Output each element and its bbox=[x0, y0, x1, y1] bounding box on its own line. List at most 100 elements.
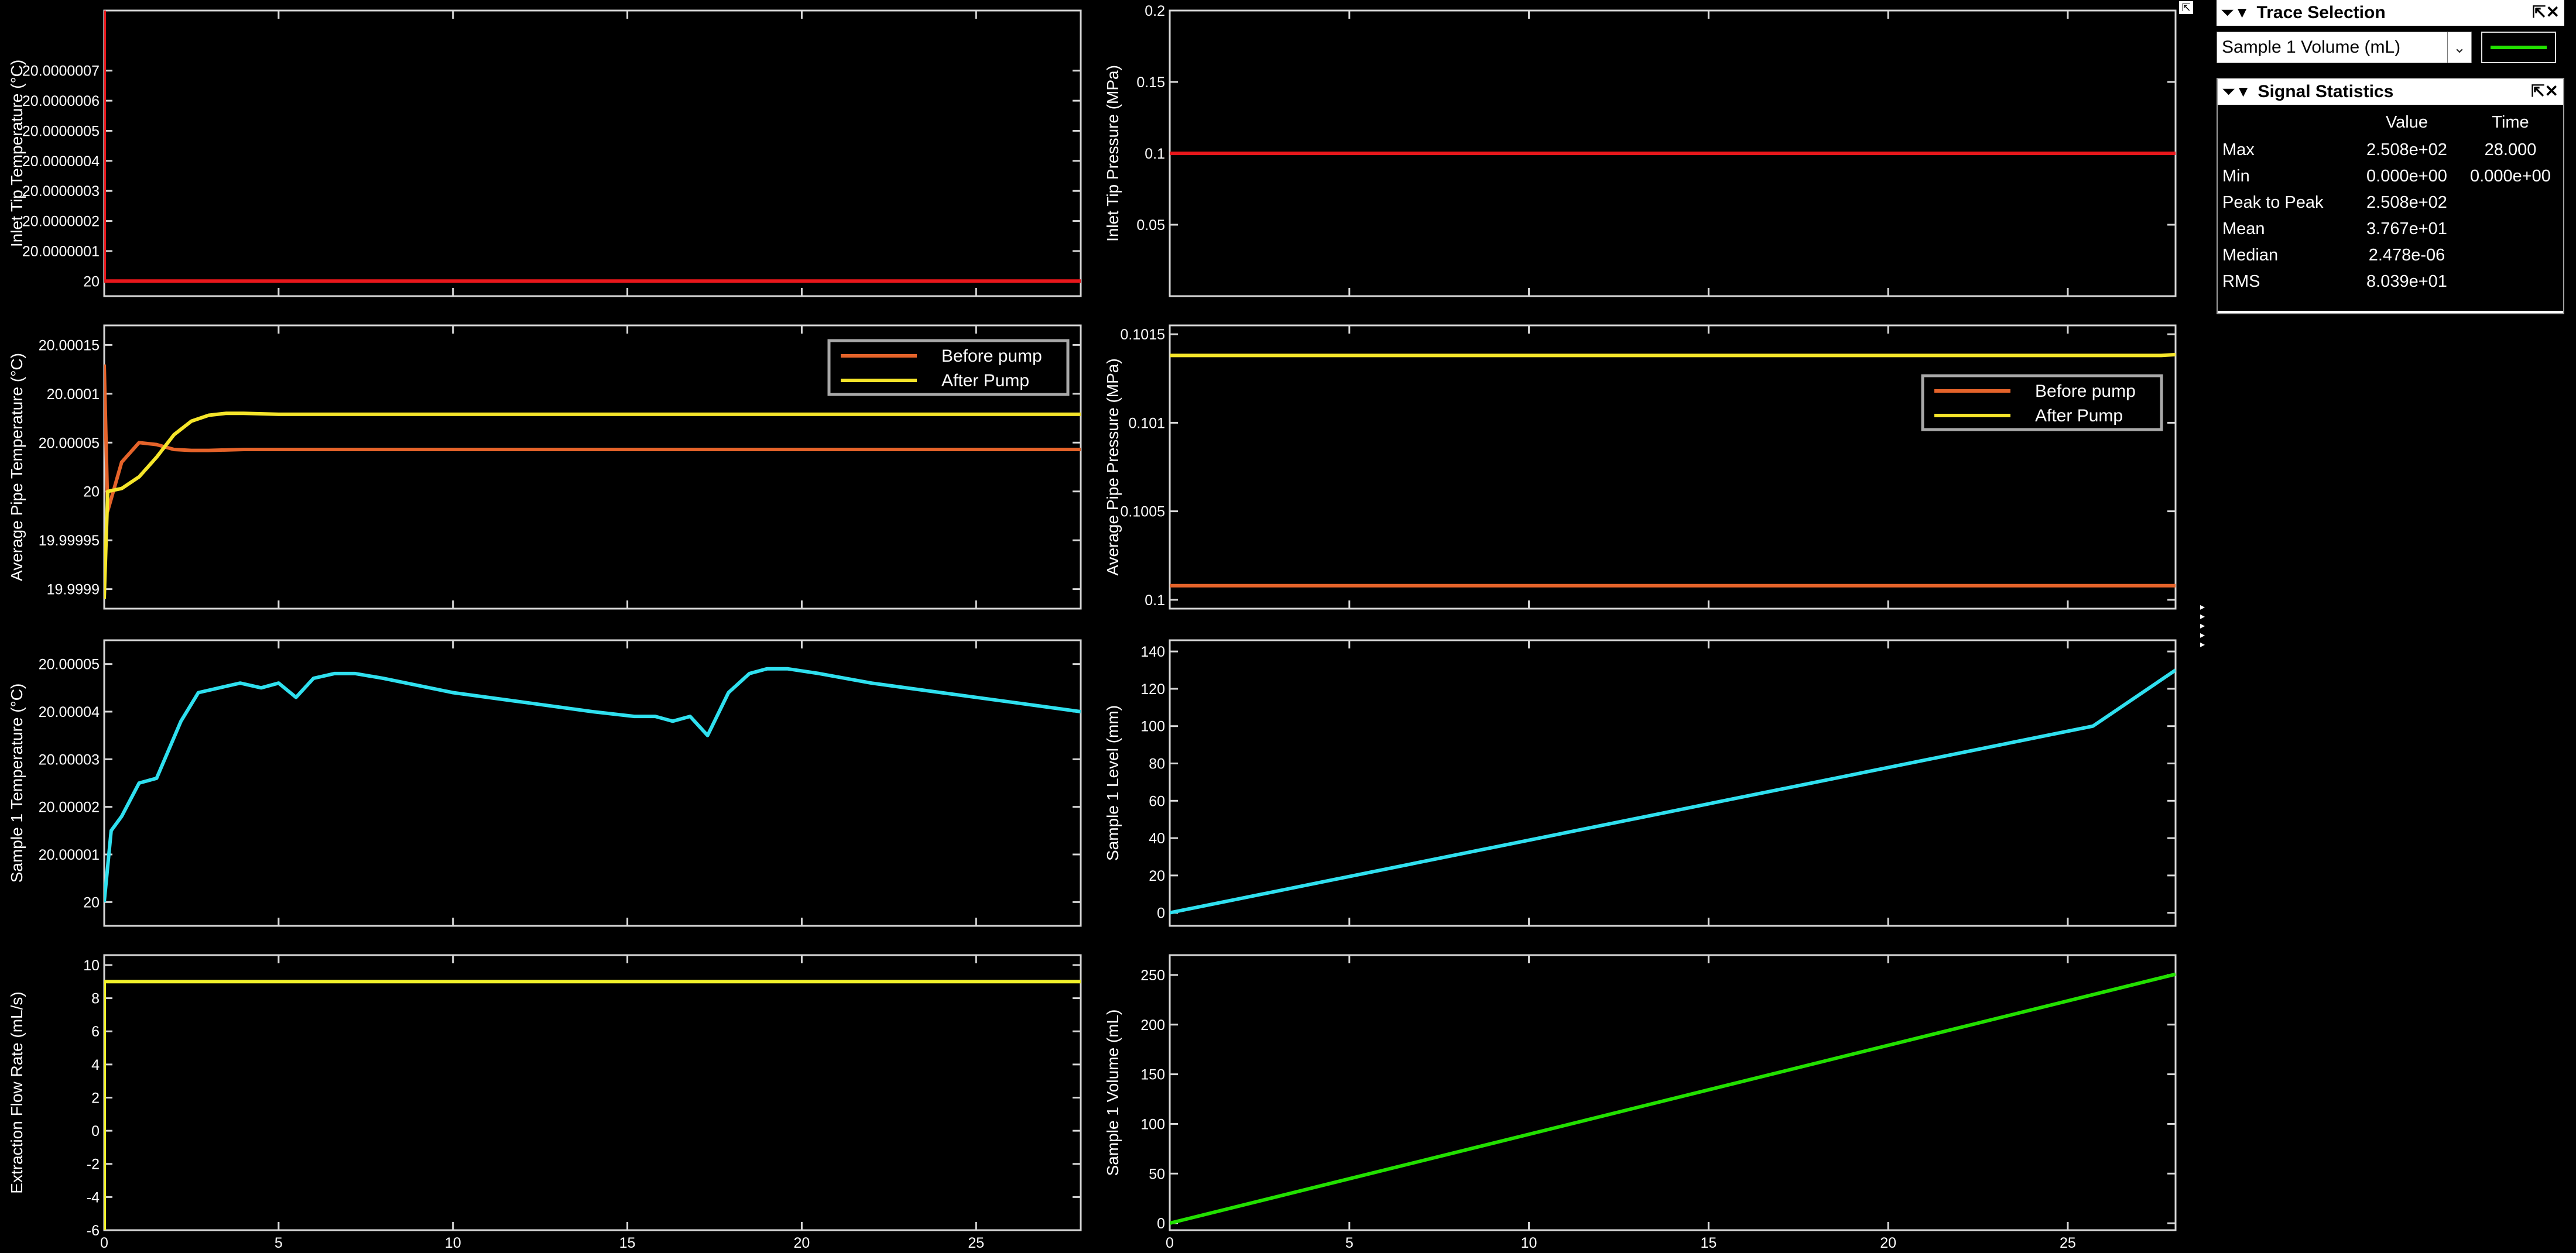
series-line-0 bbox=[104, 364, 1081, 513]
chart-right-1: 0.05 0.1 0.15 0.2 Inlet Tip Pressure (MPa) bbox=[1104, 3, 2177, 297]
table-row: Max 2.508e+02 28.000 bbox=[2222, 137, 2558, 163]
y-tick-label: 0 bbox=[91, 1123, 100, 1139]
y-axis-label: Average Pipe Pressure (MPa) bbox=[1104, 358, 1122, 575]
plot-frame bbox=[103, 639, 1082, 927]
y-tick-label: 100 bbox=[1140, 719, 1165, 735]
y-tick-label: 0.1 bbox=[1145, 146, 1165, 162]
trace-selection-panel: ⏷▼ Trace Selection ⇱✕ Sample 1 Volume (m… bbox=[2217, 0, 2564, 69]
y-tick-label: 20.0000007 bbox=[22, 63, 100, 80]
column-header: Time bbox=[2492, 113, 2529, 132]
y-tick-label: 200 bbox=[1140, 1017, 1165, 1034]
y-tick-label: 0.1015 bbox=[1121, 327, 1165, 343]
table-row: Min 0.000e+00 0.000e+00 bbox=[2222, 163, 2558, 190]
y-tick-label: 20.00001 bbox=[39, 847, 100, 863]
table-row: Mean 3.767e+01 bbox=[2222, 216, 2558, 242]
y-tick-label: 20 bbox=[1149, 868, 1165, 884]
column-header bbox=[2222, 109, 2351, 137]
stat-label: RMS bbox=[2222, 272, 2260, 291]
stat-label: Mean bbox=[2222, 219, 2265, 238]
y-tick-label: 20.00002 bbox=[39, 799, 100, 816]
series-line-1 bbox=[104, 411, 1081, 599]
y-tick-label: 250 bbox=[1140, 967, 1165, 984]
stat-value: 3.767e+01 bbox=[2366, 219, 2447, 238]
plot-frame bbox=[1169, 324, 2177, 610]
chart-right-4: 0 50 100 150 200 250 0 5 10 15 20 25 Sample 1 Volume… bbox=[1104, 954, 2177, 1251]
series-line-1 bbox=[1170, 352, 2176, 358]
y-tick-label: 20.00005 bbox=[39, 435, 100, 451]
trace-color-line bbox=[2491, 46, 2547, 49]
panel-menu-icon[interactable]: ⏷▼ bbox=[2222, 83, 2252, 100]
series-line-0 bbox=[1170, 668, 2176, 915]
x-tick-label: 25 bbox=[968, 1235, 984, 1251]
legend-entry: Before pump bbox=[941, 346, 1042, 366]
x-tick-label: 15 bbox=[619, 1235, 636, 1251]
y-tick-label: 50 bbox=[1149, 1166, 1165, 1182]
y-tick-label: 20.00005 bbox=[39, 657, 100, 673]
trace-select-dropdown[interactable]: Sample 1 Volume (mL) ⌄ bbox=[2217, 32, 2472, 63]
x-tick-label: 15 bbox=[1700, 1235, 1717, 1251]
stat-time bbox=[2462, 269, 2558, 295]
chart-left-1: 20 20.0000001 20.0000002 20.0000003 20.00000… bbox=[8, 9, 1082, 297]
y-tick-label: 20.0000003 bbox=[22, 183, 100, 200]
legend: Before pump After Pump bbox=[1921, 374, 2163, 431]
stat-label: Median bbox=[2222, 246, 2279, 265]
table-row: RMS 8.039e+01 bbox=[2222, 269, 2558, 295]
panel-menu-icon[interactable]: ⏷▼ bbox=[2221, 4, 2251, 21]
signal-statistics-title: Signal Statistics bbox=[2258, 82, 2394, 101]
plot-frame bbox=[103, 9, 1082, 297]
stat-value: 2.508e+02 bbox=[2366, 193, 2447, 212]
y-tick-label: 0.101 bbox=[1128, 415, 1165, 431]
side-collapse-arrows[interactable]: ▸ ▸ ▸ ▸ ▸ bbox=[2200, 602, 2205, 650]
panel-window-controls[interactable]: ⇱✕ bbox=[2531, 82, 2558, 100]
x-tick-label: 0 bbox=[100, 1235, 108, 1251]
stat-label: Peak to Peak bbox=[2222, 193, 2324, 212]
table-row: Peak to Peak 2.508e+02 bbox=[2222, 190, 2558, 216]
y-tick-label: 20.0001 bbox=[47, 386, 100, 403]
y-tick-label: 0.1 bbox=[1145, 592, 1165, 609]
y-tick-label: 20.0000001 bbox=[22, 243, 100, 260]
y-tick-label: 6 bbox=[91, 1024, 100, 1040]
y-tick-label: 140 bbox=[1140, 644, 1165, 660]
stat-time: 0.000e+00 bbox=[2470, 167, 2551, 186]
stat-value: 2.478e-06 bbox=[2368, 246, 2445, 265]
plot-frame bbox=[1169, 954, 2177, 1231]
stat-label: Min bbox=[2222, 167, 2250, 186]
chevron-down-icon[interactable]: ⌄ bbox=[2447, 32, 2471, 63]
chart-left-3: 20 20.00001 20.00002 20.00003 20.00004 20.000… bbox=[8, 639, 1082, 927]
y-tick-label: 0 bbox=[1157, 905, 1165, 922]
signal-statistics-body: Value Time Max 2.508e+02 28.000 Min 0.00… bbox=[2218, 105, 2563, 311]
y-tick-label: 40 bbox=[1149, 830, 1165, 847]
series-line-0 bbox=[104, 11, 1081, 283]
restore-layout-button[interactable]: ⇱ bbox=[2179, 1, 2193, 14]
y-tick-label: 150 bbox=[1140, 1067, 1165, 1083]
y-tick-label: -6 bbox=[87, 1223, 100, 1239]
series-line-0 bbox=[1170, 972, 2176, 1225]
y-tick-label: 8 bbox=[91, 991, 100, 1007]
y-tick-label: -4 bbox=[87, 1189, 100, 1206]
legend-entry: After Pump bbox=[941, 371, 1029, 390]
panel-window-controls[interactable]: ⇱✕ bbox=[2532, 3, 2560, 21]
trace-selection-header: ⏷▼ Trace Selection ⇱✕ bbox=[2217, 0, 2564, 26]
trace-selection-body: Sample 1 Volume (mL) ⌄ bbox=[2217, 26, 2564, 63]
stat-time bbox=[2462, 242, 2558, 269]
y-tick-label: 20 bbox=[83, 484, 100, 500]
trace-color-swatch[interactable] bbox=[2481, 32, 2556, 63]
y-tick-label: 100 bbox=[1140, 1116, 1165, 1132]
y-tick-label: 0.15 bbox=[1136, 74, 1165, 91]
y-tick-label: 19.9999 bbox=[47, 582, 100, 598]
stat-time: 28.000 bbox=[2484, 140, 2537, 159]
x-tick-label: 5 bbox=[1345, 1235, 1354, 1251]
y-tick-label: 20.0000004 bbox=[22, 153, 100, 170]
x-tick-label: 10 bbox=[1521, 1235, 1537, 1251]
legend: Before pump After Pump bbox=[827, 339, 1070, 396]
y-tick-label: 0 bbox=[1157, 1216, 1165, 1232]
legend-box bbox=[827, 339, 1070, 396]
y-tick-label: 0.05 bbox=[1136, 217, 1165, 234]
y-tick-label: 20.00003 bbox=[39, 751, 100, 768]
y-axis-label: Sample 1 Temperature (°C) bbox=[8, 684, 26, 883]
trace-selection-title: Trace Selection bbox=[2256, 3, 2386, 22]
y-tick-label: 20 bbox=[83, 894, 100, 911]
y-tick-label: 120 bbox=[1140, 681, 1165, 698]
stat-time bbox=[2462, 216, 2558, 242]
y-tick-label: 80 bbox=[1149, 756, 1165, 773]
